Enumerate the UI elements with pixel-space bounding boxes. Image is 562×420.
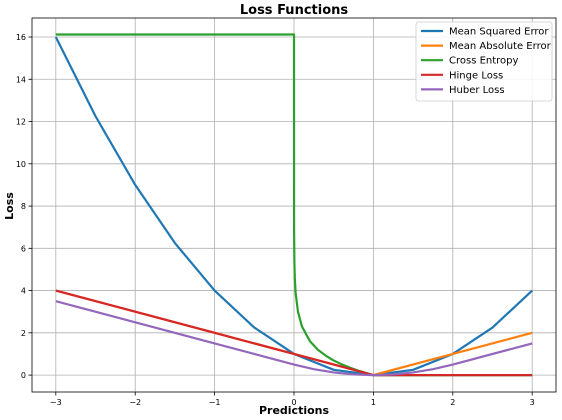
x-axis-title: Predictions — [259, 404, 330, 417]
x-tick-label: 1 — [371, 398, 376, 407]
series-line-huber-loss — [55, 300, 533, 377]
y-tick-label: 6 — [21, 244, 26, 253]
y-tick-label: 0 — [21, 371, 26, 380]
y-tick-label: 2 — [21, 329, 26, 338]
legend-box — [415, 21, 553, 102]
y-tick-label: 12 — [16, 118, 26, 127]
legend-label: Cross Entropy — [449, 56, 519, 67]
x-tick-label: 2 — [450, 398, 455, 407]
y-tick-label: 14 — [16, 75, 26, 84]
x-tick-label: −2 — [129, 398, 141, 407]
x-tick-label: −3 — [50, 398, 62, 407]
legend-label: Huber Loss — [449, 85, 505, 96]
y-tick-label: 4 — [21, 287, 26, 296]
legend-label: Mean Squared Error — [449, 27, 549, 38]
x-tick-label: 0 — [291, 398, 296, 407]
y-tick-label: 8 — [21, 202, 26, 211]
series-line-hinge-loss — [55, 289, 533, 377]
x-tick-label: −1 — [209, 398, 221, 407]
chart-title: Loss Functions — [240, 3, 349, 18]
y-tick-label: 16 — [16, 33, 26, 42]
legend-label: Hinge Loss — [449, 70, 503, 81]
x-tick-label: 3 — [530, 398, 535, 407]
y-axis-title: Loss — [3, 192, 16, 220]
y-tick-label: 10 — [16, 160, 26, 169]
legend-label: Mean Absolute Error — [449, 41, 552, 52]
